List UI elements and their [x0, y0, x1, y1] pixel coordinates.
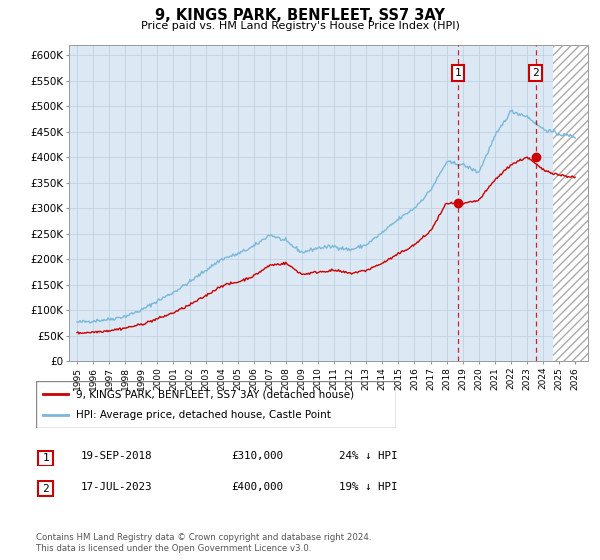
Text: 9, KINGS PARK, BENFLEET, SS7 3AY: 9, KINGS PARK, BENFLEET, SS7 3AY — [155, 8, 445, 24]
Text: 19-SEP-2018: 19-SEP-2018 — [81, 451, 152, 461]
Text: Contains HM Land Registry data © Crown copyright and database right 2024.
This d: Contains HM Land Registry data © Crown c… — [36, 533, 371, 553]
Text: 9, KINGS PARK, BENFLEET, SS7 3AY (detached house): 9, KINGS PARK, BENFLEET, SS7 3AY (detach… — [76, 389, 354, 399]
Text: £310,000: £310,000 — [231, 451, 283, 461]
Text: 17-JUL-2023: 17-JUL-2023 — [81, 482, 152, 492]
Text: 2: 2 — [42, 484, 49, 494]
Bar — [38, 481, 53, 496]
Text: £400,000: £400,000 — [231, 482, 283, 492]
Bar — [553, 45, 588, 361]
Text: 2: 2 — [532, 68, 539, 78]
Text: 1: 1 — [42, 453, 49, 463]
Text: 19% ↓ HPI: 19% ↓ HPI — [339, 482, 397, 492]
Bar — [553, 45, 588, 361]
Bar — [38, 450, 53, 466]
Text: 1: 1 — [455, 68, 461, 78]
Text: Price paid vs. HM Land Registry's House Price Index (HPI): Price paid vs. HM Land Registry's House … — [140, 21, 460, 31]
Text: 24% ↓ HPI: 24% ↓ HPI — [339, 451, 397, 461]
Text: HPI: Average price, detached house, Castle Point: HPI: Average price, detached house, Cast… — [76, 410, 331, 420]
